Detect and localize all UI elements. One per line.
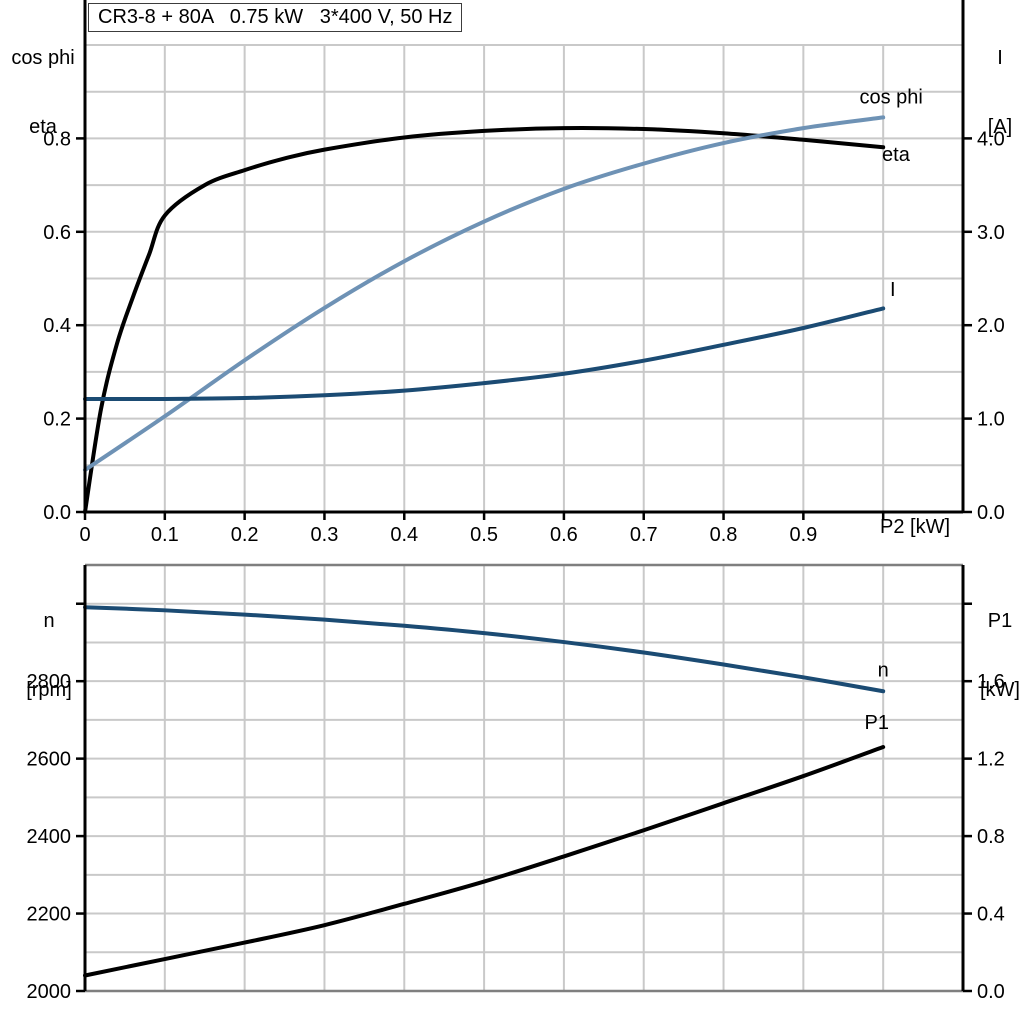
right-tick-label: 3.0 xyxy=(977,222,1005,244)
x-tick-label: 0.6 xyxy=(550,524,578,546)
left-tick-label: 0.2 xyxy=(43,409,71,431)
curve-label-i: I xyxy=(890,279,896,301)
right-tick-label: 2.0 xyxy=(977,315,1005,337)
p1-axis-unit: [kW] xyxy=(980,679,1020,701)
cos-phi-axis-title: cos phi xyxy=(11,47,75,69)
curve-label-cos-phi: cos phi xyxy=(859,86,922,108)
motor-electrical-curves: 0.0 0.2 0.4 0.6 0.8 0.0 1.0 2.0 3.0 4.0 0 0.1 0.2 0.3… xyxy=(43,0,1005,546)
series-eta xyxy=(83,126,886,514)
tick-marks-and-labels: 2000 2200 2400 2600 2800 0.0 0.4 0.8 1.2 1.6 xyxy=(27,602,1005,1003)
right-tick-label: 0.4 xyxy=(977,904,1005,926)
right-tick-label: 0.0 xyxy=(977,981,1005,1003)
tick-marks-and-labels: 0.0 0.2 0.4 0.6 0.8 0.0 1.0 2.0 3.0 4.0 0 0.1 0.2 0.3… xyxy=(43,128,1005,546)
series-n xyxy=(83,605,886,694)
x-tick-label: 0.9 xyxy=(789,524,817,546)
right-tick-label: 1.6 xyxy=(977,671,1005,693)
right-tick-label: 1.2 xyxy=(977,749,1005,771)
current-axis-title: I xyxy=(997,47,1003,69)
x-axis-label: P2 [kW] xyxy=(880,516,951,538)
left-tick-label: 2200 xyxy=(27,904,72,926)
series-i xyxy=(83,306,886,402)
left-tick-label: 2600 xyxy=(27,749,72,771)
speed-axis-unit: [rpm] xyxy=(26,679,72,701)
left-tick-label: 2000 xyxy=(27,981,72,1003)
x-tick-label: 0.7 xyxy=(630,524,658,546)
x-tick-label: 0.5 xyxy=(470,524,498,546)
left-tick-label: 0.4 xyxy=(43,315,71,337)
p1-axis-title: P1 xyxy=(987,610,1013,632)
motor-speed-power-curves: 2000 2200 2400 2600 2800 0.0 0.4 0.8 1.2 1.6 n P1 xyxy=(27,563,1005,1003)
current-axis-unit: [A] xyxy=(987,116,1013,138)
gridlines xyxy=(85,44,963,512)
right-tick-label: 0.0 xyxy=(977,502,1005,524)
x-tick-label: 0.3 xyxy=(311,524,339,546)
x-tick-label: 0.2 xyxy=(231,524,259,546)
curve-label-eta: eta xyxy=(882,144,911,166)
gridlines xyxy=(85,564,963,991)
eta-axis-title: eta xyxy=(29,116,57,138)
bottom-right-axis-title: P1 [kW] xyxy=(976,564,1024,748)
x-tick-label: 0.1 xyxy=(151,524,179,546)
bottom-left-axis-title: n [rpm] xyxy=(12,564,86,748)
curve-label-n: n xyxy=(878,660,889,682)
right-tick-label: 4.0 xyxy=(977,128,1005,150)
left-tick-label: 0.8 xyxy=(43,128,71,150)
x-tick-label: 0.8 xyxy=(710,524,738,546)
top-right-axis-title: I [A] xyxy=(978,1,1022,185)
series-p1 xyxy=(83,745,886,978)
curve-label-p1: P1 xyxy=(865,712,889,734)
series-cos-phi xyxy=(83,115,886,472)
left-tick-label: 0.6 xyxy=(43,222,71,244)
chart-title-box: CR3-8 + 80A 0.75 kW 3*400 V, 50 Hz xyxy=(88,3,463,32)
left-tick-label: 0.0 xyxy=(43,502,71,524)
left-tick-label: 2800 xyxy=(27,671,72,693)
speed-axis-title: n xyxy=(43,610,55,632)
top-left-axis-title: cos phi eta xyxy=(4,1,82,185)
left-tick-label: 2400 xyxy=(27,826,72,848)
right-tick-label: 1.0 xyxy=(977,409,1005,431)
x-tick-label: 0 xyxy=(79,524,90,546)
x-tick-label: 0.4 xyxy=(390,524,418,546)
right-tick-label: 0.8 xyxy=(977,826,1005,848)
